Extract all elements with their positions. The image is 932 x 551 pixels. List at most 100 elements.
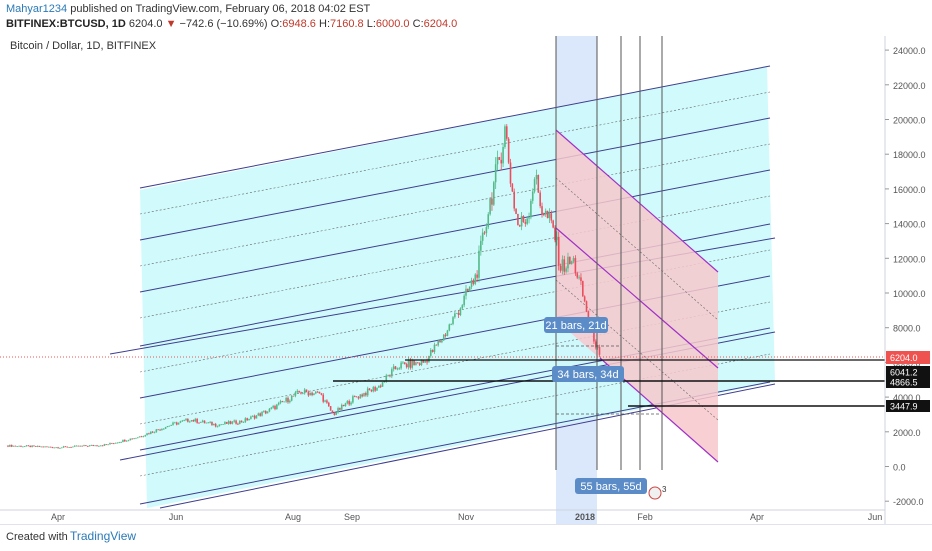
candle-body (161, 428, 163, 431)
candle-body (53, 447, 56, 449)
candle-body (561, 259, 564, 271)
candle-body (329, 406, 332, 411)
candle-body (29, 445, 32, 448)
candle-body (192, 420, 195, 422)
candle-body (594, 341, 597, 348)
candle-body (242, 421, 245, 423)
candle-body (7, 445, 9, 447)
candle-body (22, 446, 24, 448)
candle-body (38, 445, 41, 447)
candle-body (554, 227, 556, 241)
tradingview-logo[interactable]: TradingView (70, 529, 137, 543)
candle-body (365, 393, 367, 396)
candle-body (235, 420, 237, 424)
candle-body (480, 240, 482, 251)
candle-body (218, 424, 221, 427)
channel-line (139, 117, 771, 241)
candle-body (476, 274, 478, 278)
candle-body (389, 375, 391, 377)
candle-body (505, 126, 508, 139)
candle-body (101, 445, 104, 447)
y-tick-label: 2000.0 (893, 428, 921, 438)
candle-body (313, 393, 315, 396)
candle-body (502, 147, 504, 164)
y-tick-label: 8000.0 (893, 324, 921, 334)
candle-body (467, 288, 469, 292)
candle-body (188, 421, 191, 423)
candle-body (49, 446, 52, 448)
candle-body (455, 312, 458, 314)
x-tick-label: Sep (344, 512, 360, 522)
footer: Created with TradingView (0, 524, 932, 551)
open-label: O: (270, 18, 283, 30)
candle-body (51, 447, 54, 449)
candle-body (500, 159, 503, 164)
candle-body (103, 444, 106, 446)
candle-body (361, 394, 363, 397)
candle-body (238, 420, 241, 424)
candle-body (470, 280, 473, 287)
candle-body (531, 191, 534, 201)
candle-body (296, 390, 299, 393)
current-price-badge (886, 351, 930, 364)
candle-body (157, 429, 159, 431)
candle-body (83, 445, 85, 447)
candle-body (405, 364, 408, 368)
candle-body (528, 217, 530, 219)
price-axis: 24000.0 22000.0 20000.0 18000.0 16000.0 14000… (884, 36, 930, 524)
candle-body (450, 324, 452, 325)
candle-body (452, 317, 454, 325)
candle-body (541, 206, 543, 215)
candle-body (88, 445, 91, 447)
candle-body (214, 423, 217, 427)
candle-body (350, 402, 352, 405)
candle-body (72, 446, 74, 448)
candle-body (237, 423, 239, 425)
candle-body (207, 422, 210, 424)
candle-body (40, 446, 43, 448)
candle-body (444, 334, 447, 336)
price-change: −742.6 (−10.69%) (179, 18, 268, 30)
candle-body (23, 446, 26, 447)
candle-body (253, 415, 256, 419)
candle-body (517, 213, 519, 226)
candle-body (580, 277, 582, 282)
down-channel-upper (555, 129, 719, 273)
low-label: L: (366, 18, 376, 30)
candle-body (511, 183, 514, 192)
candle-body (485, 227, 488, 234)
published-text: published on TradingView.com, February 0… (70, 3, 371, 15)
candle-body (515, 208, 517, 214)
candle-body (175, 422, 178, 425)
candle-body (209, 421, 211, 423)
candle-body (396, 368, 399, 370)
candle-body (142, 436, 145, 438)
bar-count-label: 34 bars, 34d (557, 369, 618, 381)
candle-body (379, 385, 382, 387)
candle-body (277, 402, 280, 405)
candle-body (127, 440, 130, 442)
candle-body (225, 422, 228, 424)
candle-body (213, 423, 215, 426)
candle-body (565, 268, 567, 272)
candle-body (392, 366, 395, 370)
candle-body (509, 162, 512, 184)
price-chart[interactable]: 21 bars, 21d 34 bars, 34d 55 bars, 55d 3 24… (0, 36, 932, 524)
candle-body (116, 442, 119, 444)
candle-body (194, 418, 197, 422)
candle-body (274, 406, 276, 410)
candle-body (155, 429, 158, 433)
candle-body (224, 422, 226, 425)
candles (7, 124, 601, 449)
y-tick-label: 20000.0 (893, 116, 926, 126)
level-label: 4866.5 (890, 378, 918, 388)
candle-body (105, 444, 108, 446)
candle-body (162, 428, 165, 430)
candle-body (496, 157, 499, 165)
candle-body (183, 420, 185, 421)
candle-body (292, 395, 295, 397)
candle-body (190, 420, 193, 422)
candle-body (448, 324, 451, 331)
author-link[interactable]: Mahyar1234 (6, 3, 68, 15)
candle-body (289, 400, 291, 403)
